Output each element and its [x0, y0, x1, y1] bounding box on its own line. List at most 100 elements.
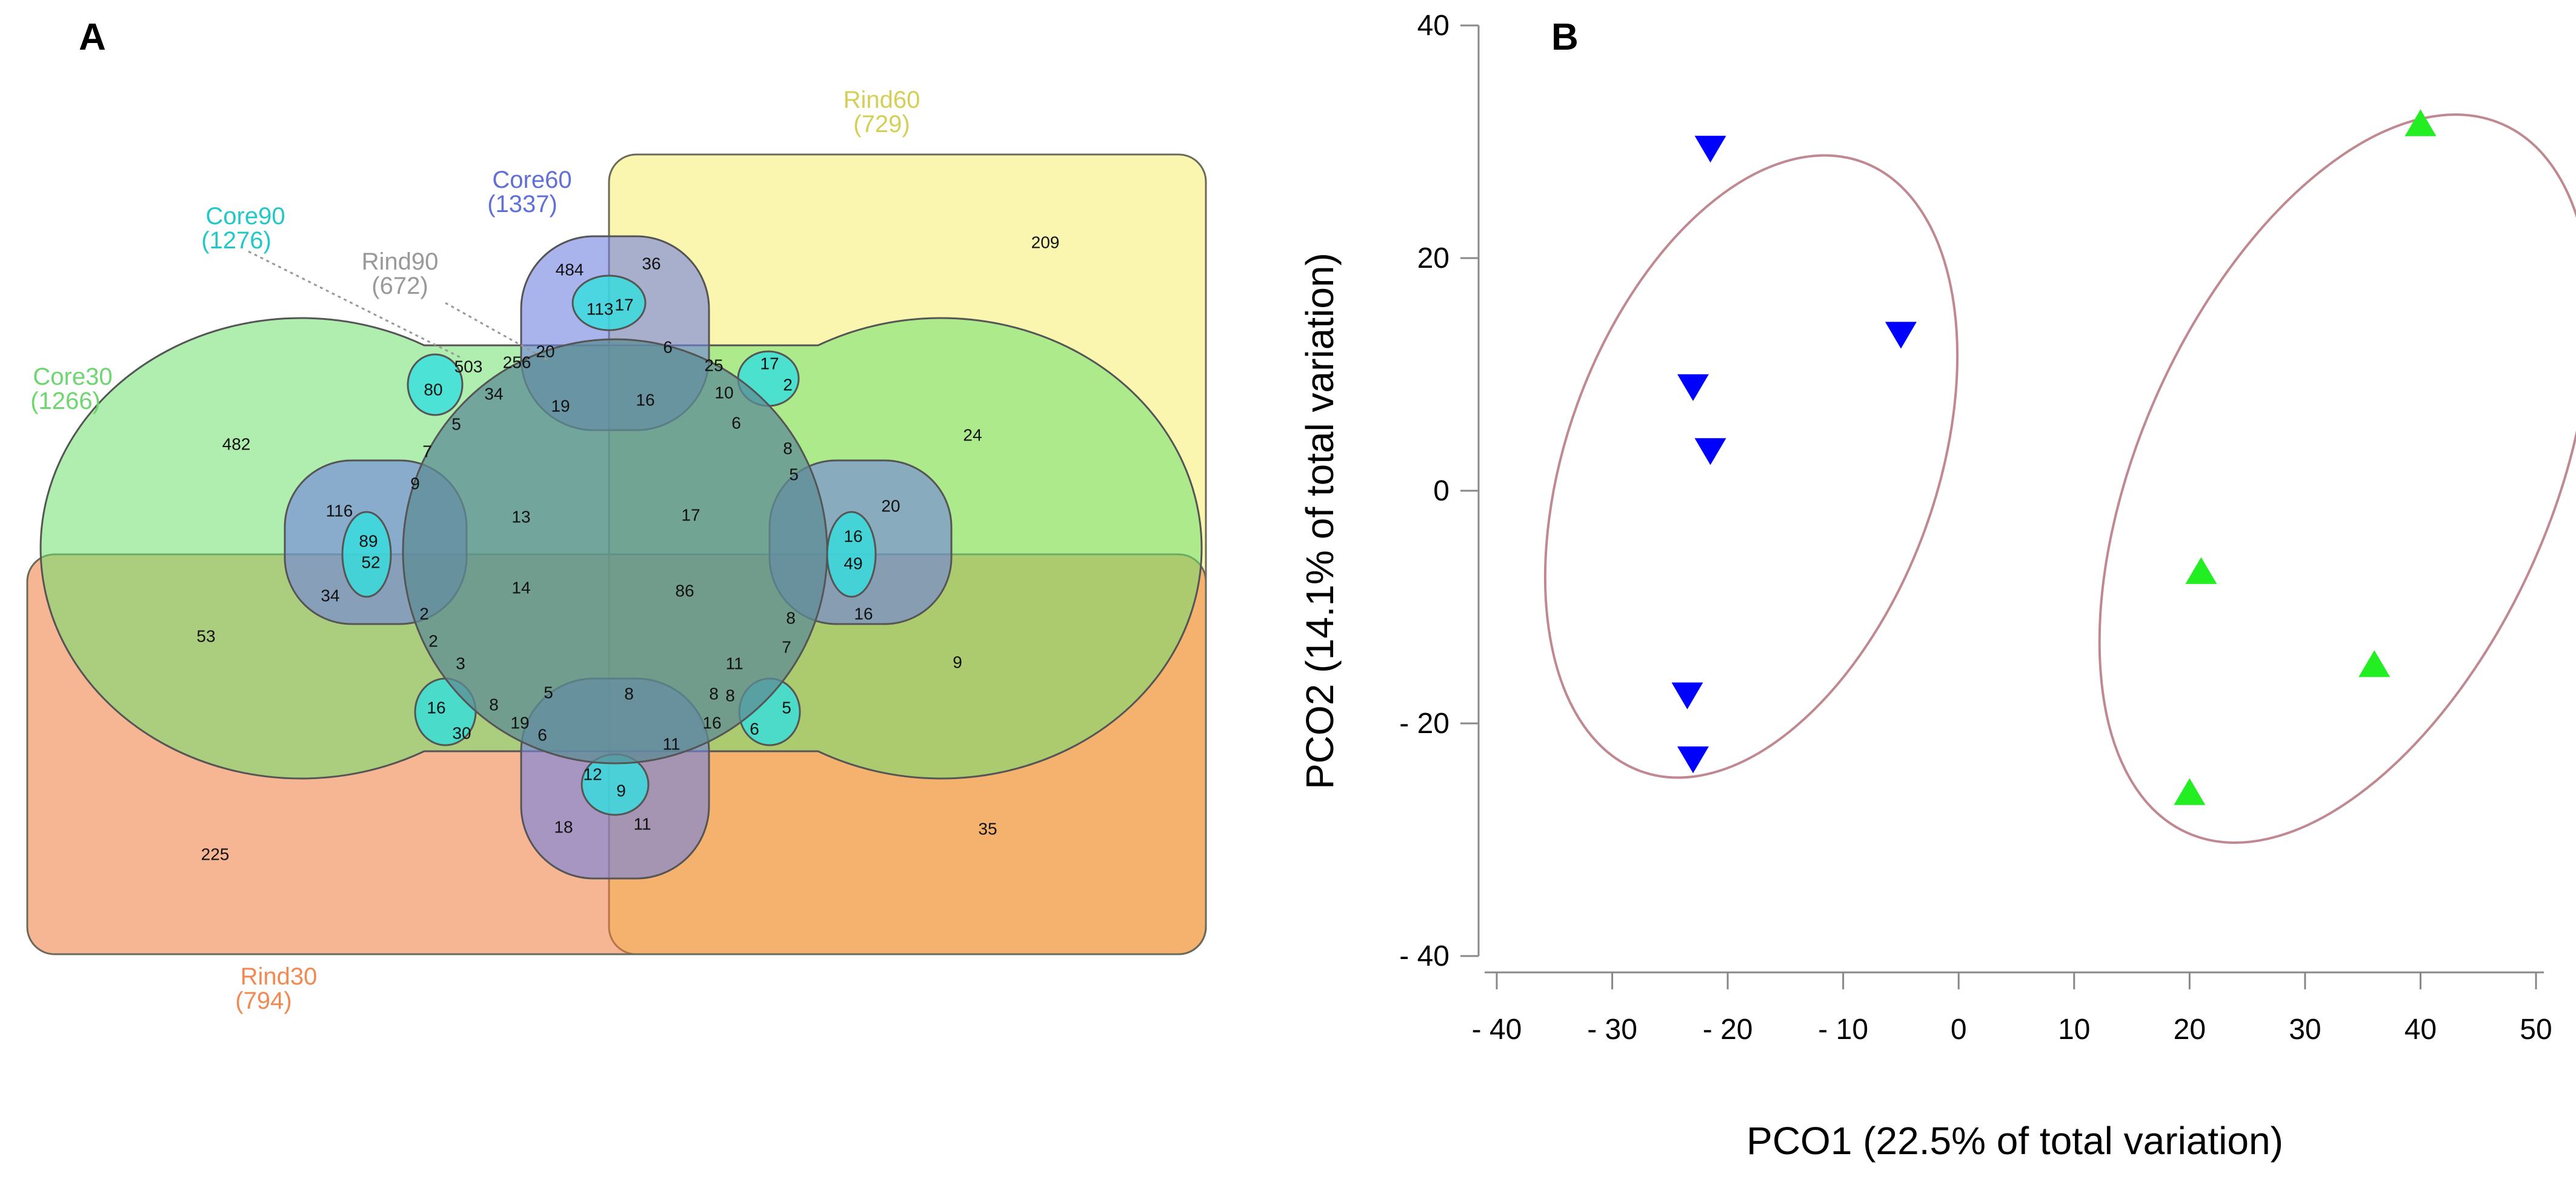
y-axis-ticks: 40 20 0 - 20 - 40 [1399, 10, 1479, 972]
venn-region-count: 16 [702, 713, 721, 732]
group-green-point [2405, 109, 2437, 136]
venn-region-count: 34 [484, 384, 503, 403]
x-axis-title: PCO1 (22.5% of total variation) [1746, 1119, 2283, 1163]
venn-region-counts: 209 24 9 35 482 53 225 484 36 113 17 256… [196, 233, 1059, 863]
venn-label-core90-name: Core90 [205, 203, 285, 230]
venn-region-count: 20 [536, 342, 554, 360]
venn-set-label-core30: Core30 (1266) [30, 364, 112, 414]
venn-set-label-rind90: Rind90 (672) [362, 248, 439, 299]
venn-region-count: 53 [196, 626, 215, 645]
x-axis-ticks: - 40 - 30 - 20 - 10 0 10 20 30 40 50 [1472, 972, 2552, 1046]
venn-region-count: 16 [844, 526, 862, 545]
venn-region-count: 9 [616, 781, 626, 800]
venn-region-count: 6 [731, 413, 741, 432]
scatter-axes [1477, 25, 2544, 974]
venn-region-count: 3 [456, 654, 465, 672]
venn-region-count: 6 [537, 725, 547, 744]
x-tick-label: - 20 [1703, 1014, 1753, 1046]
group-blue-ellipse [1543, 154, 1959, 779]
venn-region-count: 7 [782, 637, 791, 656]
x-tick-label: 20 [2174, 1014, 2206, 1046]
x-tick-label: - 30 [1587, 1014, 1637, 1046]
y-tick-label: 40 [1417, 10, 1449, 42]
venn-region-count: 8 [489, 695, 499, 714]
venn-label-rind30-count: (794) [235, 988, 291, 1014]
venn-region-count: 13 [511, 507, 530, 526]
venn-label-core30-name: Core30 [33, 364, 112, 390]
x-tick-label: 30 [2289, 1014, 2321, 1046]
venn-region-count: 225 [201, 845, 230, 863]
venn-region-count: 35 [978, 819, 997, 838]
venn-region-count: 6 [750, 719, 759, 738]
group-green-point [2174, 778, 2206, 805]
venn-region-count: 17 [614, 295, 633, 314]
group-green-point [2185, 557, 2217, 584]
y-tick-label: 0 [1433, 475, 1449, 507]
venn-region-count: 5 [451, 414, 461, 433]
venn-region-count: 8 [786, 608, 796, 627]
scatter-points [1671, 109, 2437, 805]
venn-region-count: 80 [424, 380, 442, 399]
group-blue-point [1885, 322, 1917, 349]
venn-region-count: 116 [326, 501, 353, 520]
venn-region-count: 12 [583, 765, 602, 783]
venn-region-count: 5 [789, 465, 799, 483]
venn-label-core60-count: (1337) [487, 191, 557, 217]
venn-set-label-core60: Core60 (1337) [487, 167, 571, 217]
venn-region-count: 5 [782, 698, 791, 717]
venn-panel: A Rind60 [26, 16, 1207, 1014]
venn-set-rind90-shape [402, 338, 828, 765]
venn-region-count: 11 [725, 654, 743, 672]
venn-region-count: 24 [963, 425, 982, 444]
venn-region-count: 89 [359, 531, 378, 550]
venn-set-label-rind60: Rind60 (729) [844, 87, 920, 138]
venn-region-count: 2 [783, 375, 793, 394]
venn-region-count: 20 [881, 496, 900, 515]
y-tick-label: - 40 [1399, 940, 1449, 972]
y-axis-title: PCO2 (14.1% of total variation) [1298, 253, 1342, 789]
venn-region-count: 11 [633, 814, 651, 833]
venn-region-count: 2 [419, 604, 429, 623]
venn-label-rind30-name: Rind30 [241, 963, 318, 990]
venn-region-count: 256 [503, 353, 531, 371]
group-green-point [2358, 650, 2391, 677]
venn-region-count: 30 [452, 723, 471, 742]
venn-label-core30-count: (1266) [30, 388, 101, 414]
venn-region-count: 25 [704, 356, 723, 374]
venn-region-count: 86 [675, 581, 694, 600]
x-tick-label: 10 [2058, 1014, 2090, 1046]
y-tick-label: - 20 [1399, 708, 1449, 740]
group-blue-point [1694, 136, 1726, 163]
venn-label-rind60-count: (729) [853, 111, 910, 138]
venn-label-core60-name: Core60 [492, 167, 571, 193]
venn-region-count: 17 [760, 354, 779, 373]
venn-region-count: 9 [953, 652, 962, 671]
venn-region-count: 209 [1031, 233, 1060, 251]
venn-label-rind90-count: (672) [371, 273, 428, 299]
venn-region-count: 34 [321, 586, 339, 605]
venn-set-label-rind30: Rind30 (794) [235, 963, 317, 1014]
venn-region-count: 19 [551, 396, 570, 415]
venn-region-count: 17 [681, 505, 700, 524]
venn-region-count: 484 [556, 260, 584, 279]
y-tick-label: 20 [1417, 242, 1449, 274]
venn-region-count: 52 [361, 553, 380, 571]
group-blue-point [1694, 438, 1726, 465]
venn-region-count: 9 [410, 474, 420, 493]
venn-region-count: 14 [511, 578, 530, 597]
venn-region-count: 36 [642, 254, 661, 273]
x-tick-label: 0 [1951, 1014, 1967, 1046]
venn-region-count: 6 [663, 337, 673, 356]
group-blue-point [1677, 746, 1709, 774]
venn-region-count: 16 [427, 698, 445, 717]
venn-region-count: 10 [714, 383, 733, 402]
x-tick-label: - 10 [1818, 1014, 1868, 1046]
panel-a-label: A [79, 16, 106, 58]
venn-region-count: 503 [454, 357, 483, 376]
venn-region-count: 16 [854, 604, 873, 623]
x-tick-label: - 40 [1472, 1014, 1522, 1046]
venn-region-count: 49 [844, 554, 862, 573]
venn-region-count: 7 [422, 442, 432, 460]
